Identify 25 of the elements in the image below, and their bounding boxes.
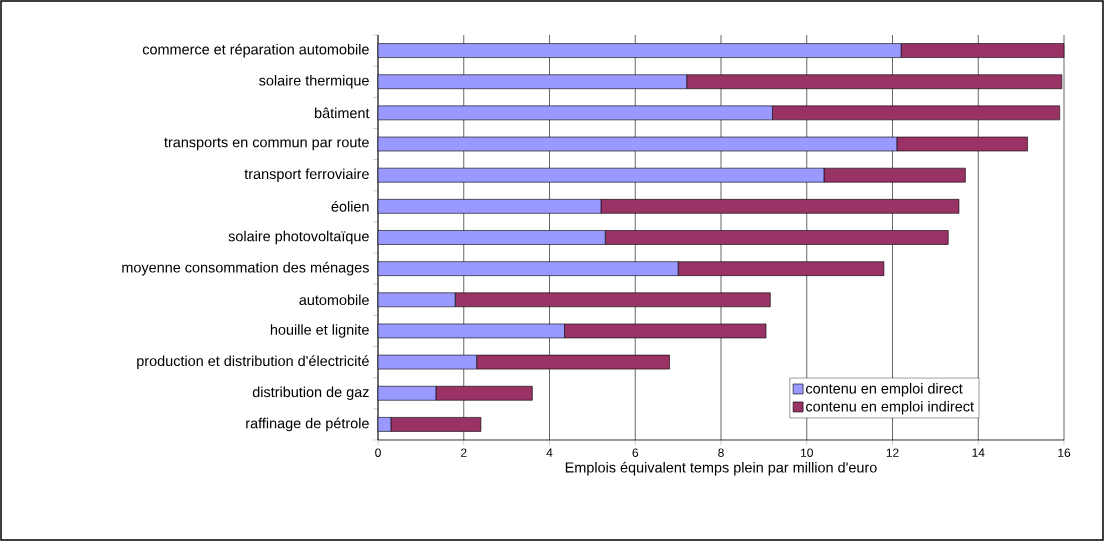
y-tick-label: commerce et réparation automobile [142, 43, 369, 58]
y-tick-label: automobile [299, 294, 369, 306]
x-tick-label: 10 [801, 448, 813, 457]
y-tick-label: solaire photovoltaïque [228, 230, 369, 245]
x-tick-label: 8 [718, 448, 724, 457]
x-tick-label: 16 [1058, 448, 1071, 457]
x-tick-label: 0 [375, 448, 381, 457]
x-tick-label: 2 [461, 448, 467, 457]
y-tick-label: éolien [331, 200, 369, 212]
y-tick-label: transport ferroviaire [244, 168, 369, 182]
y-tick-label: production et distribution d'électricité [137, 355, 369, 369]
y-tick-label: solaire thermique [259, 74, 369, 89]
legend-label: contenu en emploi indirect [806, 400, 974, 415]
y-tick-label: distribution de gaz [252, 386, 369, 400]
y-tick-label: transports en commun par route [164, 137, 369, 151]
y-tick-label: raffinage de pétrole [246, 417, 369, 432]
y-tick-label: bâtiment [315, 107, 370, 119]
x-tick-label: 6 [632, 448, 639, 457]
y-tick-label: houille et lignite [270, 324, 369, 338]
x-tick-label: 4 [546, 448, 553, 457]
x-tick-label: 14 [972, 448, 985, 457]
y-tick-label: moyenne consommation des ménages [122, 261, 369, 276]
legend-label: contenu en emploi direct [806, 383, 963, 397]
x-tick-label: 12 [886, 448, 899, 457]
x-axis-title: Emplois équivalent temps plein par million d'euro [565, 461, 877, 476]
